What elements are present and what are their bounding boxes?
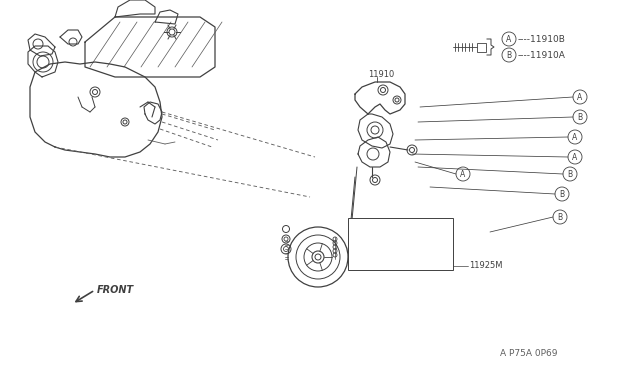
Bar [348,218,453,270]
Text: A: A [572,132,578,141]
Text: ----11910A: ----11910A [518,51,566,60]
Text: B: B [568,170,573,179]
Text: 11925M: 11925M [469,262,502,270]
Text: FRONT: FRONT [97,285,134,295]
Text: A: A [572,153,578,161]
Text: B: B [577,112,582,122]
Bar [477,42,486,51]
Text: A: A [577,93,582,102]
Text: ----11910B: ----11910B [518,35,566,44]
Text: A: A [460,170,466,179]
Text: 00922-5061A: 00922-5061A [352,226,408,235]
Text: 11910: 11910 [368,70,394,78]
Text: A: A [506,35,511,44]
Text: B: B [506,51,511,60]
Text: B: B [557,212,563,221]
Text: 11925G: 11925G [388,244,420,253]
Text: B: B [559,189,564,199]
Text: CLIP(1): CLIP(1) [352,236,382,245]
Text: A P75A 0P69: A P75A 0P69 [500,350,557,359]
